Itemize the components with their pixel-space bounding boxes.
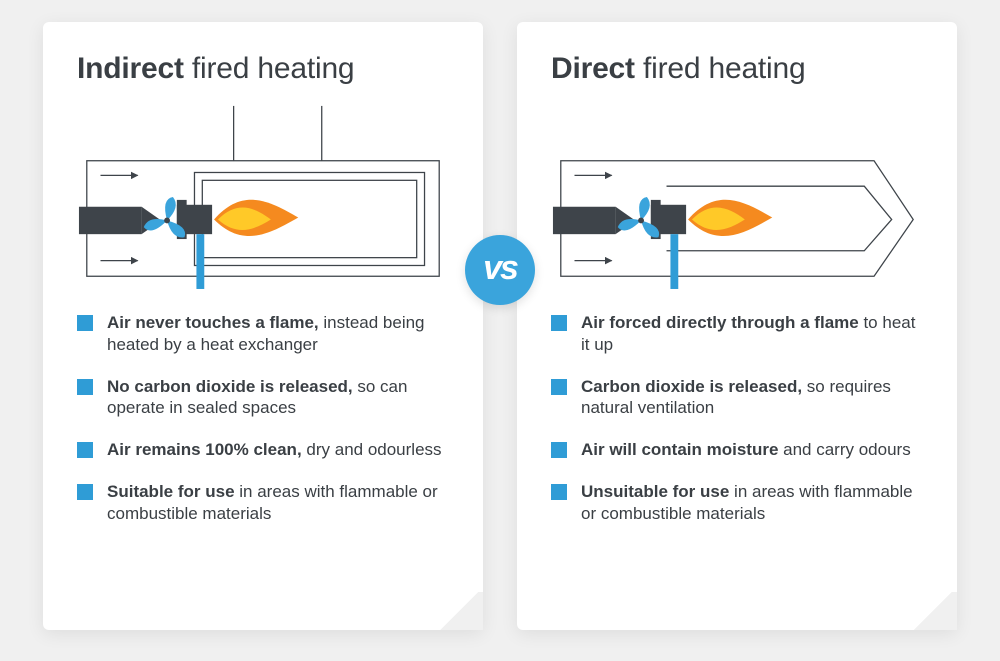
card-title-indirect: Indirect fired heating (77, 52, 449, 86)
bullet-item: Air remains 100% clean, dry and odourles… (77, 439, 449, 461)
diagram-indirect (77, 100, 449, 290)
title-rest: fired heating (184, 52, 355, 85)
vs-badge: vs (465, 235, 535, 305)
flame-icon (214, 200, 298, 236)
card-indirect: Indirect fired heating (43, 22, 483, 630)
vs-label: vs (483, 249, 517, 288)
title-bold: Direct (551, 52, 635, 85)
card-direct: Direct fired heating (517, 22, 957, 630)
bullets-direct: Air forced directly through a flame to h… (551, 312, 923, 524)
bullet-bold: Suitable for use (107, 482, 235, 501)
bullet-item: Unsuitable for use in areas with flammab… (551, 481, 923, 525)
bullet-item: Air will contain moisture and carry odou… (551, 439, 923, 461)
bullet-bold: Air forced directly through a flame (581, 313, 859, 332)
bullet-item: Air forced directly through a flame to h… (551, 312, 923, 356)
bullet-bold: Air never touches a flame, (107, 313, 319, 332)
card-title-direct: Direct fired heating (551, 52, 923, 86)
bullets-indirect: Air never touches a flame, instead being… (77, 312, 449, 524)
bullet-item: Suitable for use in areas with flammable… (77, 481, 449, 525)
bullet-item: Carbon dioxide is released, so requires … (551, 376, 923, 420)
diagram-direct (551, 100, 923, 290)
comparison-wrap: Indirect fired heating (0, 0, 1000, 661)
title-rest: fired heating (635, 52, 806, 85)
bullet-item: Air never touches a flame, instead being… (77, 312, 449, 356)
bullet-bold: No carbon dioxide is released, (107, 377, 353, 396)
bullet-bold: Carbon dioxide is released, (581, 377, 802, 396)
title-bold: Indirect (77, 52, 184, 85)
bullet-bold: Air remains 100% clean, (107, 440, 302, 459)
bullet-rest: and carry odours (778, 440, 910, 459)
bullet-bold: Unsuitable for use (581, 482, 729, 501)
bullet-item: No carbon dioxide is released, so can op… (77, 376, 449, 420)
bullet-bold: Air will contain moisture (581, 440, 778, 459)
flame-icon (688, 200, 772, 236)
bullet-rest: dry and odourless (302, 440, 442, 459)
